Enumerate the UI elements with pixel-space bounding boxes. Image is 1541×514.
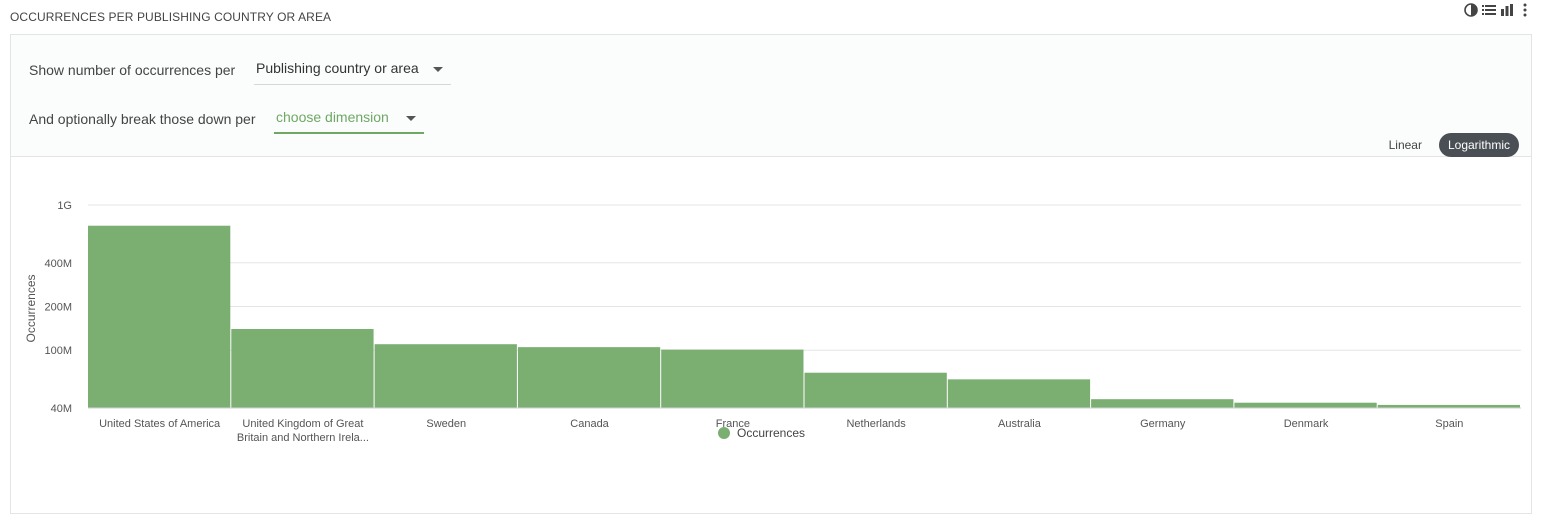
y-tick-label: 100M bbox=[44, 345, 72, 357]
x-tick-label: Sweden bbox=[426, 418, 466, 430]
x-tick-label: Denmark bbox=[1284, 418, 1329, 430]
chart-legend[interactable]: Occurrences bbox=[718, 426, 805, 440]
bar bbox=[88, 226, 230, 408]
y-tick-label: 400M bbox=[44, 258, 72, 270]
legend-marker bbox=[718, 427, 730, 439]
bar bbox=[231, 329, 373, 408]
y-tick-label: 200M bbox=[44, 302, 72, 314]
bar bbox=[661, 350, 803, 408]
x-tick-label: United States of America bbox=[99, 418, 221, 430]
bar bbox=[518, 347, 660, 408]
x-tick-label: Australia bbox=[998, 418, 1042, 430]
y-tick-label: 1G bbox=[57, 200, 72, 212]
bar-chart: 40M 100M 200M 400M 1G Occurrences United State… bbox=[0, 0, 1541, 500]
bar bbox=[1234, 403, 1376, 408]
x-tick-label: United Kingdom of Great bbox=[242, 418, 363, 430]
x-tick-label: Germany bbox=[1140, 418, 1186, 430]
x-tick-label: Spain bbox=[1435, 418, 1463, 430]
y-tick-label: 40M bbox=[51, 403, 72, 415]
bar bbox=[948, 379, 1090, 408]
x-tick-label: Canada bbox=[570, 418, 609, 430]
bar bbox=[1091, 399, 1233, 408]
legend-label: Occurrences bbox=[737, 426, 805, 440]
bar bbox=[805, 373, 947, 408]
x-tick-label: Britain and Northern Irela... bbox=[237, 432, 369, 444]
y-axis-title: Occurrences bbox=[24, 274, 38, 342]
x-tick-label: Netherlands bbox=[846, 418, 906, 430]
bar bbox=[375, 344, 517, 408]
